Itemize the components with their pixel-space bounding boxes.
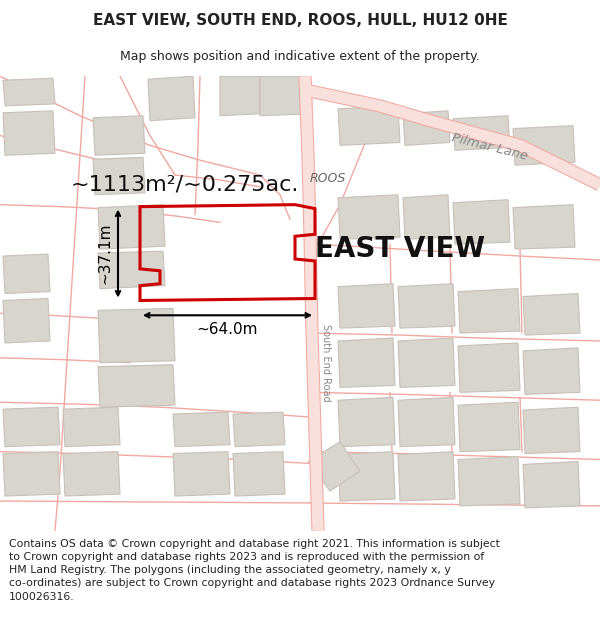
Text: ~37.1m: ~37.1m — [97, 222, 113, 284]
Polygon shape — [403, 195, 450, 239]
Polygon shape — [398, 338, 455, 388]
Polygon shape — [523, 407, 580, 454]
Polygon shape — [458, 289, 520, 333]
Polygon shape — [233, 452, 285, 496]
Polygon shape — [93, 116, 145, 155]
Polygon shape — [338, 284, 395, 328]
Polygon shape — [148, 76, 195, 121]
Polygon shape — [98, 308, 175, 362]
Polygon shape — [513, 126, 575, 165]
Polygon shape — [233, 412, 285, 447]
Polygon shape — [3, 452, 60, 496]
Polygon shape — [93, 158, 145, 195]
Text: Contains OS data © Crown copyright and database right 2021. This information is : Contains OS data © Crown copyright and d… — [9, 539, 500, 601]
Polygon shape — [398, 284, 455, 328]
Polygon shape — [220, 76, 260, 116]
Polygon shape — [523, 294, 580, 335]
Polygon shape — [513, 204, 575, 249]
Polygon shape — [453, 116, 510, 151]
Polygon shape — [173, 412, 230, 447]
Polygon shape — [63, 452, 120, 496]
Text: Map shows position and indicative extent of the property.: Map shows position and indicative extent… — [120, 50, 480, 63]
Polygon shape — [338, 106, 400, 146]
Polygon shape — [260, 76, 310, 116]
Polygon shape — [523, 461, 580, 508]
Polygon shape — [3, 407, 60, 447]
Text: Pilmar Lane: Pilmar Lane — [451, 132, 529, 163]
Polygon shape — [458, 402, 520, 452]
Polygon shape — [308, 442, 360, 491]
Text: EAST VIEW: EAST VIEW — [315, 235, 485, 263]
Polygon shape — [458, 456, 520, 506]
Polygon shape — [338, 195, 400, 239]
Polygon shape — [3, 78, 55, 106]
Polygon shape — [458, 343, 520, 392]
Text: EAST VIEW, SOUTH END, ROOS, HULL, HU12 0HE: EAST VIEW, SOUTH END, ROOS, HULL, HU12 0… — [92, 12, 508, 28]
Polygon shape — [98, 251, 165, 289]
Polygon shape — [173, 452, 230, 496]
Polygon shape — [3, 299, 50, 343]
Polygon shape — [453, 200, 510, 244]
Polygon shape — [398, 452, 455, 501]
Polygon shape — [338, 398, 395, 447]
Polygon shape — [338, 452, 395, 501]
Text: South End Road: South End Road — [321, 324, 331, 401]
Polygon shape — [398, 398, 455, 447]
Polygon shape — [338, 338, 395, 388]
Text: ~1113m²/~0.275ac.: ~1113m²/~0.275ac. — [71, 175, 299, 195]
Polygon shape — [3, 111, 55, 155]
Polygon shape — [98, 204, 165, 249]
Polygon shape — [403, 111, 450, 146]
Text: ROOS: ROOS — [310, 173, 346, 186]
Text: ~64.0m: ~64.0m — [197, 322, 258, 337]
Polygon shape — [63, 407, 120, 447]
Polygon shape — [523, 348, 580, 394]
Polygon shape — [98, 364, 175, 407]
Polygon shape — [3, 254, 50, 294]
